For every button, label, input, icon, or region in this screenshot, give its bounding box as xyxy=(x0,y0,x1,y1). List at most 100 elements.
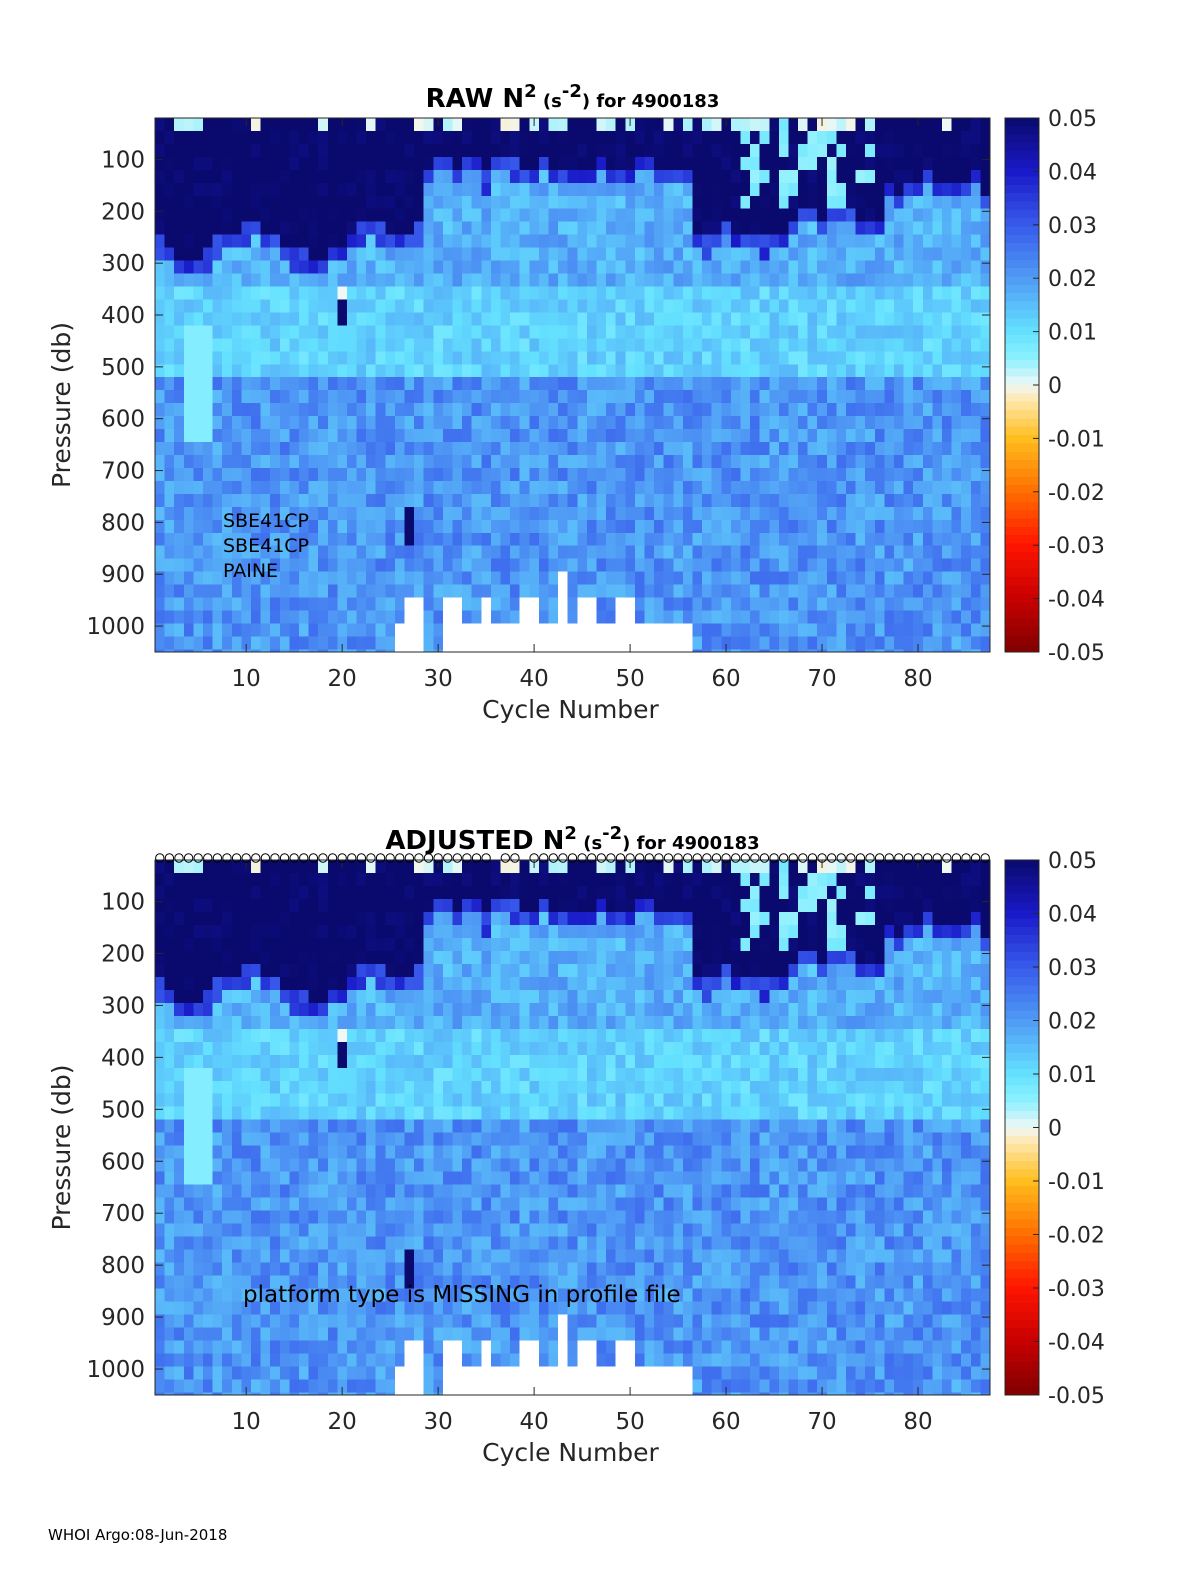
heatmap-cell xyxy=(874,454,886,469)
heatmap-cell xyxy=(586,636,598,651)
heatmap-cell xyxy=(913,221,924,236)
heatmap-cell xyxy=(846,338,857,352)
heatmap-cell xyxy=(346,610,358,625)
heatmap-cell xyxy=(423,571,434,586)
heatmap-cell xyxy=(433,467,444,482)
heatmap-cell xyxy=(327,247,338,262)
heatmap-cell xyxy=(164,1028,175,1043)
heatmap-cell xyxy=(164,454,175,469)
heatmap-cell xyxy=(212,937,223,952)
heatmap-cell xyxy=(519,442,530,456)
heatmap-cell xyxy=(366,989,377,1004)
heatmap-cell xyxy=(183,1184,194,1199)
heatmap-cell xyxy=(951,454,962,469)
heatmap-cell xyxy=(394,937,406,952)
heatmap-cell xyxy=(193,351,204,365)
heatmap-cell xyxy=(298,623,310,638)
heatmap-cell xyxy=(682,156,694,171)
heatmap-cell xyxy=(394,493,406,508)
heatmap-cell xyxy=(865,169,876,184)
heatmap-cell xyxy=(375,976,386,991)
heatmap-cell xyxy=(414,1366,425,1381)
heatmap-cell xyxy=(692,493,703,508)
heatmap-cell xyxy=(183,1392,194,1396)
heatmap-cell xyxy=(375,937,386,952)
colorbar-swatch xyxy=(1005,326,1039,336)
heatmap-cell xyxy=(644,338,655,352)
heatmap-cell xyxy=(346,532,358,547)
heatmap-cell xyxy=(337,610,348,625)
heatmap-cell xyxy=(394,403,406,417)
heatmap-cell xyxy=(366,1015,377,1030)
heatmap-cell xyxy=(500,377,511,391)
heatmap-cell xyxy=(174,649,185,653)
heatmap-cell xyxy=(289,1223,300,1238)
heatmap-cell xyxy=(654,195,665,210)
heatmap-cell xyxy=(193,182,204,197)
heatmap-cell xyxy=(500,442,511,456)
heatmap-cell xyxy=(202,1340,214,1355)
heatmap-cell xyxy=(625,390,636,404)
heatmap-cell xyxy=(423,143,434,158)
heatmap-cell xyxy=(970,416,982,430)
heatmap-cell xyxy=(922,493,934,508)
heatmap-cell xyxy=(884,377,895,391)
heatmap-cell xyxy=(730,130,742,145)
heatmap-cell xyxy=(894,273,905,288)
heatmap-cell xyxy=(183,1145,194,1160)
heatmap-cell xyxy=(423,195,434,210)
heatmap-cell xyxy=(462,247,473,262)
heatmap-cell xyxy=(270,950,281,965)
heatmap-cell xyxy=(673,377,684,391)
heatmap-cell xyxy=(193,519,204,534)
heatmap-cell xyxy=(183,1171,194,1186)
heatmap-cell xyxy=(951,493,962,508)
heatmap-cell xyxy=(318,156,329,171)
heatmap-cell xyxy=(337,1301,348,1316)
heatmap-cell xyxy=(692,234,703,249)
heatmap-cell xyxy=(404,454,415,469)
heatmap-cell xyxy=(490,416,502,430)
heatmap-cell xyxy=(721,584,732,599)
heatmap-cell xyxy=(490,649,502,653)
heatmap-cell xyxy=(951,623,962,638)
heatmap-cell xyxy=(807,584,818,599)
heatmap-cell xyxy=(759,195,770,210)
heatmap-cell xyxy=(577,143,588,158)
heatmap-cell xyxy=(442,467,454,482)
heatmap-cell xyxy=(970,519,982,534)
heatmap-cell xyxy=(644,273,655,288)
heatmap-cell xyxy=(442,221,454,236)
heatmap-cell xyxy=(519,234,530,249)
heatmap-cell xyxy=(692,584,703,599)
heatmap-cell xyxy=(155,273,166,288)
colorbar-swatch xyxy=(1005,568,1039,578)
heatmap-cell xyxy=(433,532,444,547)
heatmap-cell xyxy=(212,403,223,417)
heatmap-cell xyxy=(510,273,521,288)
heatmap-cell xyxy=(155,1262,166,1277)
heatmap-cell xyxy=(279,351,290,365)
heatmap-cell xyxy=(529,208,540,223)
heatmap-cell xyxy=(241,1041,252,1056)
heatmap-cell xyxy=(260,312,271,326)
heatmap-cell xyxy=(817,454,828,469)
heatmap-cell xyxy=(222,286,233,301)
heatmap-cell xyxy=(174,169,185,184)
heatmap-cell xyxy=(932,338,943,352)
heatmap-cell xyxy=(308,364,319,378)
heatmap-cell xyxy=(356,1379,367,1394)
heatmap-cell xyxy=(788,234,799,249)
heatmap-cell xyxy=(356,545,367,560)
heatmap-cell xyxy=(385,571,396,586)
heatmap-cell xyxy=(327,195,338,210)
heatmap-cell xyxy=(270,636,281,651)
heatmap-cell xyxy=(260,390,271,404)
heatmap-cell xyxy=(318,1366,329,1381)
heatmap-cell xyxy=(798,532,809,547)
heatmap-cell xyxy=(442,260,454,275)
heatmap-cell xyxy=(644,143,655,158)
heatmap-cell xyxy=(289,442,300,456)
heatmap-cell xyxy=(394,860,406,874)
heatmap-cell xyxy=(414,545,425,560)
